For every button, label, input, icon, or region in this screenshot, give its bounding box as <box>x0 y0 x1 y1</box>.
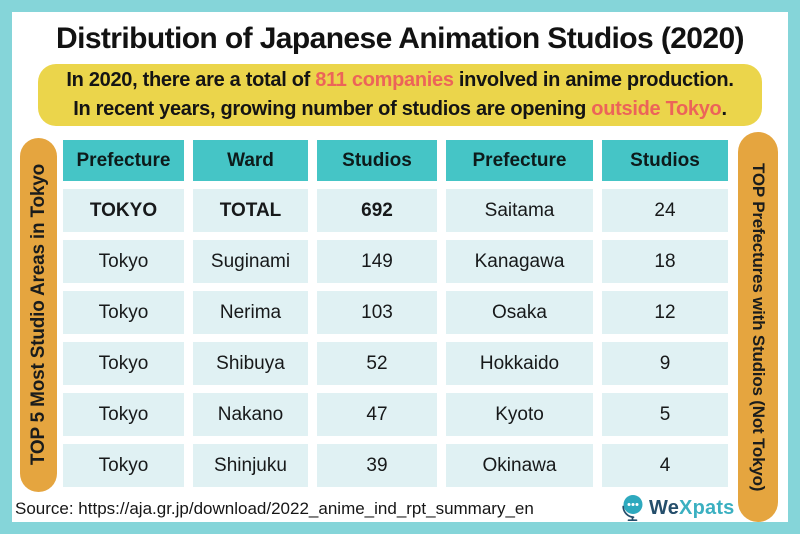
table-cell: 149 <box>317 240 437 283</box>
table-cell: Suginami <box>193 240 308 283</box>
table-cell: Tokyo <box>63 444 184 487</box>
table-cell: 18 <box>602 240 728 283</box>
callout-box: In 2020, there are a total of 811 compan… <box>38 64 762 126</box>
callout-line-1: In 2020, there are a total of 811 compan… <box>38 66 762 95</box>
table-cell: Nerima <box>193 291 308 334</box>
table-header-cell: Studios <box>317 140 437 181</box>
table-cell: Tokyo <box>63 342 184 385</box>
table-cell: Kanagawa <box>446 240 593 283</box>
right-banner: TOP Prefectures with Studios (Not Tokyo) <box>738 132 778 522</box>
table-cell: Tokyo <box>63 291 184 334</box>
table-cell: 12 <box>602 291 728 334</box>
table-cell: 103 <box>317 291 437 334</box>
table-cell: TOTAL <box>193 189 308 232</box>
callout-line-2: In recent years, growing number of studi… <box>38 95 762 124</box>
table-cell: 39 <box>317 444 437 487</box>
table-cell: 4 <box>602 444 728 487</box>
callout-text: involved in anime production. <box>453 69 734 91</box>
table-cell: 24 <box>602 189 728 232</box>
globe-chat-icon <box>622 495 643 522</box>
table-cell: 692 <box>317 189 437 232</box>
studio-table: Prefecture Ward Studios Prefecture Studios TO… <box>63 140 728 487</box>
left-banner-label: TOP 5 Most Studio Areas in Tokyo <box>27 164 49 466</box>
table-cell: Okinawa <box>446 444 593 487</box>
logo-xpats: Xpats <box>679 497 735 519</box>
right-banner-label: TOP Prefectures with Studios (Not Tokyo) <box>749 162 768 492</box>
table-cell: 5 <box>602 393 728 436</box>
callout-highlight-outside-tokyo: outside Tokyo <box>591 98 722 120</box>
callout-highlight-companies: 811 companies <box>315 69 454 91</box>
table-cell: Tokyo <box>63 393 184 436</box>
callout-text: In recent years, growing number of studi… <box>73 98 592 120</box>
table-cell: Shibuya <box>193 342 308 385</box>
table-cell: Hokkaido <box>446 342 593 385</box>
table-cell: 9 <box>602 342 728 385</box>
logo-we: We <box>649 497 680 519</box>
table-header-cell: Prefecture <box>446 140 593 181</box>
table-cell: Saitama <box>446 189 593 232</box>
table-header-cell: Ward <box>193 140 308 181</box>
wexpats-logo: WeXpats <box>618 492 735 522</box>
source-citation: Source: https://aja.gr.jp/download/2022_… <box>15 499 534 518</box>
table-cell: TOKYO <box>63 189 184 232</box>
table-cell: Shinjuku <box>193 444 308 487</box>
callout-text: . <box>721 98 727 120</box>
logo-wordmark: WeXpats <box>649 492 735 522</box>
table-cell: Nakano <box>193 393 308 436</box>
table-cell: 52 <box>317 342 437 385</box>
table-cell: Osaka <box>446 291 593 334</box>
table-header-cell: Prefecture <box>63 140 184 181</box>
table-cell: 47 <box>317 393 437 436</box>
page-title: Distribution of Japanese Animation Studi… <box>56 22 745 55</box>
left-banner: TOP 5 Most Studio Areas in Tokyo <box>20 138 57 492</box>
table-cell: Tokyo <box>63 240 184 283</box>
table-cell: Kyoto <box>446 393 593 436</box>
callout-text: In 2020, there are a total of <box>66 69 316 91</box>
table-header-cell: Studios <box>602 140 728 181</box>
